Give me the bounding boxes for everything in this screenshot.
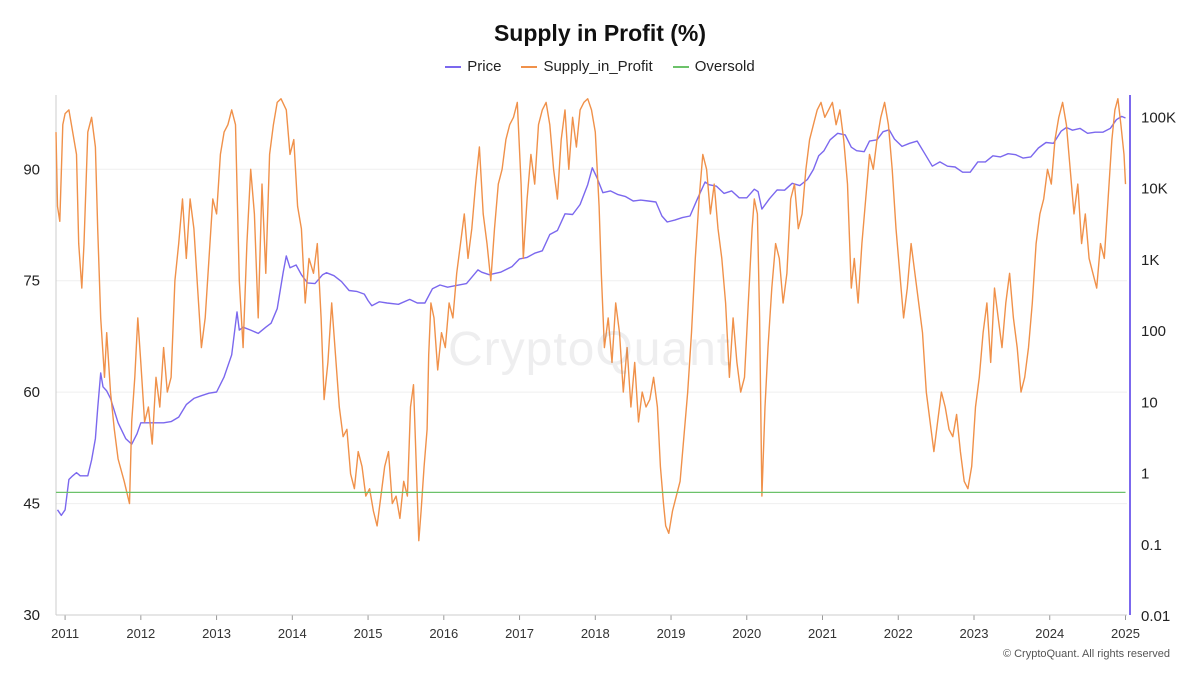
x-tick-label: 2021 — [808, 626, 837, 641]
y-left-tick-label: 45 — [23, 496, 40, 513]
watermark: CryptoQuant — [448, 323, 732, 376]
chart-title: Supply in Profit (%) — [493, 20, 707, 46]
x-tick-label: 2024 — [1035, 626, 1064, 641]
x-tick-label: 2015 — [354, 626, 383, 641]
y-right-tick-label: 10K — [1141, 181, 1168, 198]
legend-label-price: Price — [467, 58, 502, 75]
tick-layer: 30 45 60 75 90 0.01 0.1 1 10 100 1K 10K 100K 2011 2012… — [23, 109, 1176, 641]
legend-item-price[interactable]: Price — [445, 58, 501, 75]
y-left-tick-label: 75 — [23, 273, 40, 290]
legend-item-oversold[interactable]: Oversold — [672, 58, 755, 75]
y-left-tick-label: 90 — [23, 161, 40, 178]
x-tick-label: 2019 — [657, 626, 686, 641]
legend-swatch-price — [445, 65, 462, 68]
legend-label-supply-in-profit: Supply_in_Profit — [543, 58, 653, 75]
series-line-price — [56, 115, 1126, 517]
y-right-tick-label: 100 — [1141, 323, 1166, 340]
chart-legend: Price Supply_in_Profit Oversold — [0, 58, 1200, 75]
series-line-supply-in-profit — [55, 98, 1127, 542]
y-right-tick-label: 100K — [1141, 109, 1176, 126]
legend-label-oversold: Oversold — [694, 58, 755, 75]
y-right-tick-label: 0.01 — [1141, 608, 1170, 625]
legend-swatch-supply-in-profit — [521, 65, 538, 68]
y-right-tick-label: 1 — [1141, 466, 1149, 483]
x-tick-label: 2012 — [126, 626, 155, 641]
y-left-tick-label: 30 — [23, 607, 40, 624]
legend-swatch-oversold — [672, 65, 689, 68]
y-left-tick-label: 60 — [23, 384, 40, 401]
y-right-tick-label: 0.1 — [1141, 537, 1162, 554]
y-right-tick-label: 1K — [1141, 252, 1159, 269]
x-tick-label: 2022 — [884, 626, 913, 641]
series-layer — [55, 98, 1127, 542]
x-tick-label: 2018 — [581, 626, 610, 641]
x-tick-label: 2016 — [429, 626, 458, 641]
axes-layer — [55, 95, 1131, 620]
x-tick-label: 2017 — [505, 626, 534, 641]
x-tick-label: 2023 — [960, 626, 989, 641]
x-tick-label: 2013 — [202, 626, 231, 641]
legend-item-supply-in-profit[interactable]: Supply_in_Profit — [521, 58, 653, 75]
x-tick-label: 2011 — [51, 626, 79, 641]
x-tick-label: 2020 — [732, 626, 761, 641]
x-tick-label: 2014 — [278, 626, 307, 641]
y-right-tick-label: 10 — [1141, 394, 1158, 411]
x-tick-label: 2025 — [1111, 626, 1140, 641]
copyright-notice: © CryptoQuant. All rights reserved — [1002, 648, 1170, 660]
